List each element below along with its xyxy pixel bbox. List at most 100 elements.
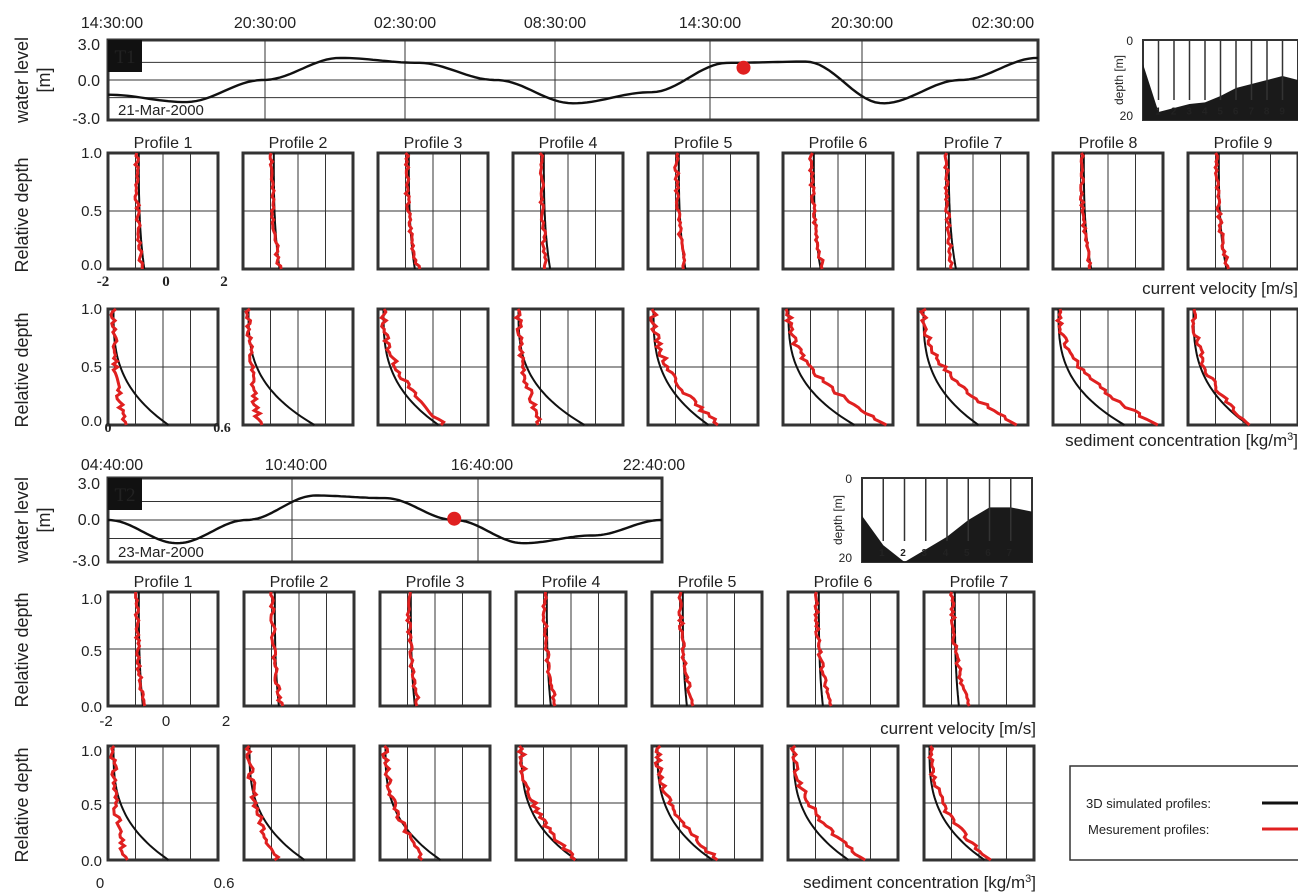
profile-title: Profile 4 — [542, 574, 601, 591]
profile-title: Profile 7 — [950, 574, 1009, 591]
profile-number-label: 3 — [1186, 106, 1192, 117]
transect-tag-bg — [108, 478, 142, 510]
profile-title: Profile 4 — [539, 135, 598, 152]
time-tick-label: 16:40:00 — [451, 457, 513, 474]
profile-number-label: 7 — [1248, 106, 1254, 117]
profile-title: Profile 8 — [1079, 135, 1138, 152]
measured-profile — [403, 151, 422, 270]
simulated-profile — [787, 309, 856, 426]
current-time-marker — [447, 511, 462, 526]
profile-number-label: 5 — [1217, 106, 1223, 117]
sediment-tick: 0 — [105, 421, 112, 436]
measured-profile — [807, 152, 825, 270]
depth-tick: 0.0 — [81, 413, 102, 430]
profile-number-label: 4 — [1202, 106, 1208, 117]
transect-tag: T2 — [114, 485, 135, 506]
measured-profile — [813, 591, 833, 707]
profile-number-label: 5 — [964, 548, 970, 559]
profile-title: Profile 5 — [674, 135, 733, 152]
sediment-axis-label: sediment concentration [kg/m3] — [1065, 431, 1298, 450]
water-level-tick: -3.0 — [72, 111, 100, 128]
profile-number-label: 2 — [900, 548, 906, 559]
water-level-unit-label: [m] — [34, 68, 54, 93]
measured-profile — [516, 744, 577, 862]
legend-box — [1069, 765, 1298, 861]
measured-profile — [942, 152, 954, 270]
superscript: 3 — [1287, 431, 1293, 443]
measured-profile — [1054, 308, 1159, 427]
transect-tag-bg — [108, 40, 142, 72]
depth-tick: 0.0 — [81, 257, 102, 274]
velocity-tick: 0 — [162, 274, 170, 290]
profile-title: Profile 9 — [1214, 135, 1273, 152]
simulated-profile — [656, 746, 714, 861]
bathymetry-bottom-label: 20 — [1120, 109, 1134, 123]
relative-depth-axis-label: Relative depth — [12, 592, 32, 707]
simulated-profile — [928, 746, 986, 861]
water-level-unit-label: [m] — [34, 508, 54, 533]
measured-profile — [133, 152, 144, 270]
measured-profile — [404, 591, 421, 707]
depth-tick: 0.0 — [81, 699, 102, 716]
water-level-axis-label: water level — [12, 37, 32, 124]
water-level-tick: 0.0 — [78, 73, 100, 90]
bathymetry-top-label: 0 — [1126, 34, 1133, 48]
measured-profile — [379, 308, 446, 427]
water-level-tick: 3.0 — [78, 37, 100, 54]
bathymetry-top-label: 0 — [845, 472, 852, 486]
profile-number-label: 7 — [1007, 548, 1013, 559]
bracket: ] — [1293, 431, 1298, 450]
velocity-tick: 2 — [220, 274, 228, 290]
profile-title: Profile 6 — [814, 574, 873, 591]
profile-title: Profile 6 — [809, 135, 868, 152]
measured-profile — [513, 308, 543, 426]
measured-profile — [653, 744, 719, 862]
measured-profile — [918, 307, 1018, 427]
depth-tick: 0.0 — [81, 853, 102, 870]
simulated-profile — [792, 746, 850, 861]
sediment-tick: 0 — [96, 875, 104, 892]
bracket: ] — [1031, 873, 1036, 892]
bathymetry-axis-label: depth [m] — [1112, 55, 1126, 105]
relative-depth-axis-label: Relative depth — [12, 747, 32, 862]
bathymetry-bottom-label: 20 — [839, 551, 853, 565]
profile-number-label: 9 — [1279, 106, 1285, 117]
measured-profile — [538, 151, 548, 270]
velocity-axis-label: current velocity [m/s] — [1142, 279, 1298, 298]
measured-profile — [1078, 152, 1093, 270]
water-level-tick: 3.0 — [78, 476, 100, 493]
water-level-series — [107, 56, 1039, 105]
profile-title: Profile 2 — [270, 574, 329, 591]
measured-profile — [673, 152, 687, 270]
time-tick-label: 02:30:00 — [374, 15, 436, 32]
legend-measured-label: Mesurement profiles: — [1088, 822, 1209, 837]
time-tick-label: 02:30:00 — [972, 15, 1034, 32]
time-tick-label: 14:30:00 — [81, 15, 143, 32]
simulated-profile — [542, 153, 552, 270]
measured-profile — [1213, 152, 1230, 270]
measured-profile — [789, 744, 866, 862]
profile-number-label: 6 — [985, 548, 991, 559]
time-tick-label: 20:30:00 — [234, 15, 296, 32]
depth-tick: 0.5 — [81, 359, 102, 376]
measured-profile — [133, 591, 147, 707]
measured-profile — [381, 744, 424, 862]
bathymetry-axis-label: depth [m] — [831, 495, 845, 545]
water-level-tick: -3.0 — [72, 553, 100, 570]
depth-tick: 1.0 — [81, 301, 102, 318]
profile-title: Profile 3 — [406, 574, 465, 591]
relative-depth-axis-label: Relative depth — [12, 312, 32, 427]
depth-tick: 0.5 — [81, 797, 102, 814]
depth-tick: 1.0 — [81, 591, 102, 608]
water-level-axis-label: water level — [12, 477, 32, 564]
measured-profile — [268, 591, 285, 707]
simulated-profile — [922, 309, 980, 426]
velocity-tick: 2 — [222, 713, 230, 730]
time-tick-label: 04:40:00 — [81, 457, 143, 474]
measured-profile — [783, 308, 888, 427]
profile-number-label: 8 — [1264, 106, 1270, 117]
velocity-tick: -2 — [99, 713, 112, 730]
profile-number-label: 1 — [879, 548, 885, 559]
water-level-tick: 0.0 — [78, 512, 100, 529]
